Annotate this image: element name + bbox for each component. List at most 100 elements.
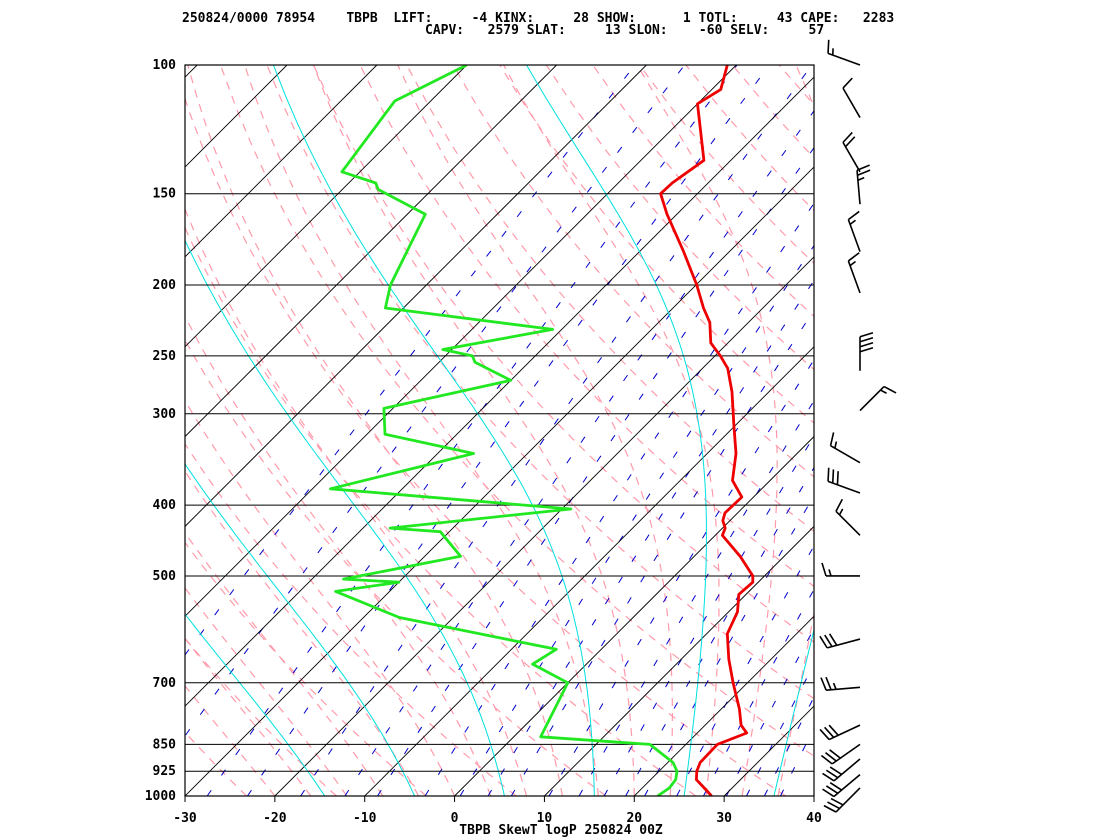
wind-barb-shaft: [835, 510, 861, 536]
isotherm-line: [633, 615, 814, 796]
wind-barb-feather: [859, 337, 874, 343]
wind-barb-feather: [820, 754, 833, 765]
wind-barb-feather: [827, 467, 830, 482]
parcel-line: [954, 65, 1120, 796]
wind-barb-feather: [835, 498, 844, 512]
pressure-tick-label: 850: [153, 737, 177, 752]
wind-barb-feather: [825, 769, 839, 779]
background-grid: [185, 65, 1120, 796]
moist-adiabat-line: [244, 65, 599, 796]
temperature-tick-label: 20: [626, 811, 642, 826]
mixing-ratio-line: [548, 358, 814, 796]
wind-barb-shaft: [847, 260, 861, 294]
isotherm-line: [454, 435, 814, 796]
mixing-ratio-line: [300, 65, 813, 796]
temperature-profile: [659, 65, 755, 796]
temperature-tick-label: 40: [806, 811, 822, 826]
wind-barb: [842, 131, 861, 173]
isotherm-line: [364, 346, 814, 796]
wind-barb-feather: [819, 728, 830, 741]
moist-adiabat-line: [397, 65, 674, 796]
moist-adiabat-line: [185, 399, 456, 796]
wind-barb-shaft: [827, 52, 861, 66]
temperature-tick-label: 30: [716, 811, 732, 826]
parcel-line: [272, 65, 595, 796]
mixing-ratio-line: [763, 695, 814, 796]
wind-barb: [823, 787, 861, 813]
mixing-ratio-line: [578, 399, 814, 796]
wind-barb-feather: [836, 471, 839, 485]
isotherm-line: [723, 705, 814, 796]
wind-barb-half-feather: [880, 389, 887, 394]
wind-barb-shaft: [826, 638, 861, 649]
wind-barb: [827, 39, 861, 66]
wind-barb-shaft: [842, 87, 861, 118]
wind-barb-feather: [857, 169, 871, 176]
wind-barb-feather: [829, 782, 843, 791]
wind-barb-feather: [824, 634, 833, 648]
wind-barb: [822, 774, 861, 798]
parcel-line: [185, 463, 416, 796]
dry-adiabat-line: [313, 65, 814, 643]
wind-barb-feather: [828, 633, 838, 646]
wind-barb: [829, 432, 861, 464]
isotherm-line: [544, 525, 814, 796]
sounding-profiles: [328, 65, 755, 796]
isotherm-line: [274, 256, 814, 796]
wind-barb-feather: [847, 252, 860, 262]
wind-barb: [819, 724, 861, 741]
dry-adiabat-line: [872, 65, 1120, 796]
wind-barbs: [819, 39, 897, 813]
temperature-tick-label: 10: [537, 811, 553, 826]
dry-adiabat-line: [732, 65, 814, 159]
wind-barb: [820, 676, 861, 692]
pressure-tick-label: 250: [153, 349, 177, 364]
wind-barb-feather: [827, 801, 840, 810]
mixing-ratio-line: [780, 726, 814, 796]
dry-adiabat-line: [185, 96, 787, 796]
dry-adiabat-line: [185, 442, 517, 796]
wind-barb-feather: [820, 677, 827, 691]
wind-barb: [859, 385, 897, 412]
parcel-line: [773, 627, 814, 796]
wind-barb-feather: [827, 39, 830, 54]
wind-barb-shaft: [842, 141, 861, 173]
mixing-ratio-line: [206, 65, 738, 796]
wind-barb-shaft: [856, 170, 861, 205]
wind-barb-feather: [842, 131, 853, 143]
mixing-ratio-line: [676, 544, 814, 796]
wind-barb-half-feather: [849, 260, 856, 267]
wind-barb: [847, 210, 861, 252]
wind-barb-half-feather: [849, 219, 856, 225]
wind-barb-feather: [829, 766, 843, 776]
wind-barb-half-feather: [857, 176, 865, 181]
wind-barb-half-feather: [834, 441, 838, 449]
chart-title: TBPB SkewT logP 250824 00Z: [459, 823, 663, 838]
wind-barb-feather: [825, 676, 832, 691]
mixing-ratio-line: [487, 279, 814, 796]
wind-barb-shaft: [847, 219, 861, 252]
wind-barb-half-feather: [828, 569, 832, 577]
isotherm-line: [185, 65, 647, 528]
parcel-line: [864, 65, 1120, 796]
dry-adiabat-line: [219, 65, 814, 757]
wind-barb-half-feather: [838, 508, 844, 516]
moist-adiabat-line: [185, 531, 384, 796]
dry-adiabat-line: [638, 65, 814, 265]
pressure-tick-label: 300: [153, 407, 177, 422]
isotherm-line: [185, 65, 468, 348]
wind-barb: [820, 743, 861, 765]
wind-barb-feather: [859, 342, 874, 348]
wind-barb-feather: [819, 635, 828, 649]
moist-adiabat-line: [185, 207, 528, 796]
wind-barb-feather: [883, 385, 897, 394]
dry-adiabat-line: [826, 65, 1120, 796]
wind-barb-feather: [859, 332, 874, 338]
temperature-axis: -30 -20 -10 0 10 20 30 40: [173, 796, 822, 826]
dry-adiabat-line: [452, 65, 814, 478]
wind-barb-feather: [828, 724, 839, 736]
pressure-axis: 100 150 200 250 300 400 500 700 850 925 1000: [145, 58, 176, 804]
wind-barb-feather: [821, 562, 827, 577]
wind-barb-shaft: [830, 445, 861, 464]
header-line1: 250824/0000 78954 TBPB LIFT: -4 KINX: 28…: [182, 11, 894, 26]
